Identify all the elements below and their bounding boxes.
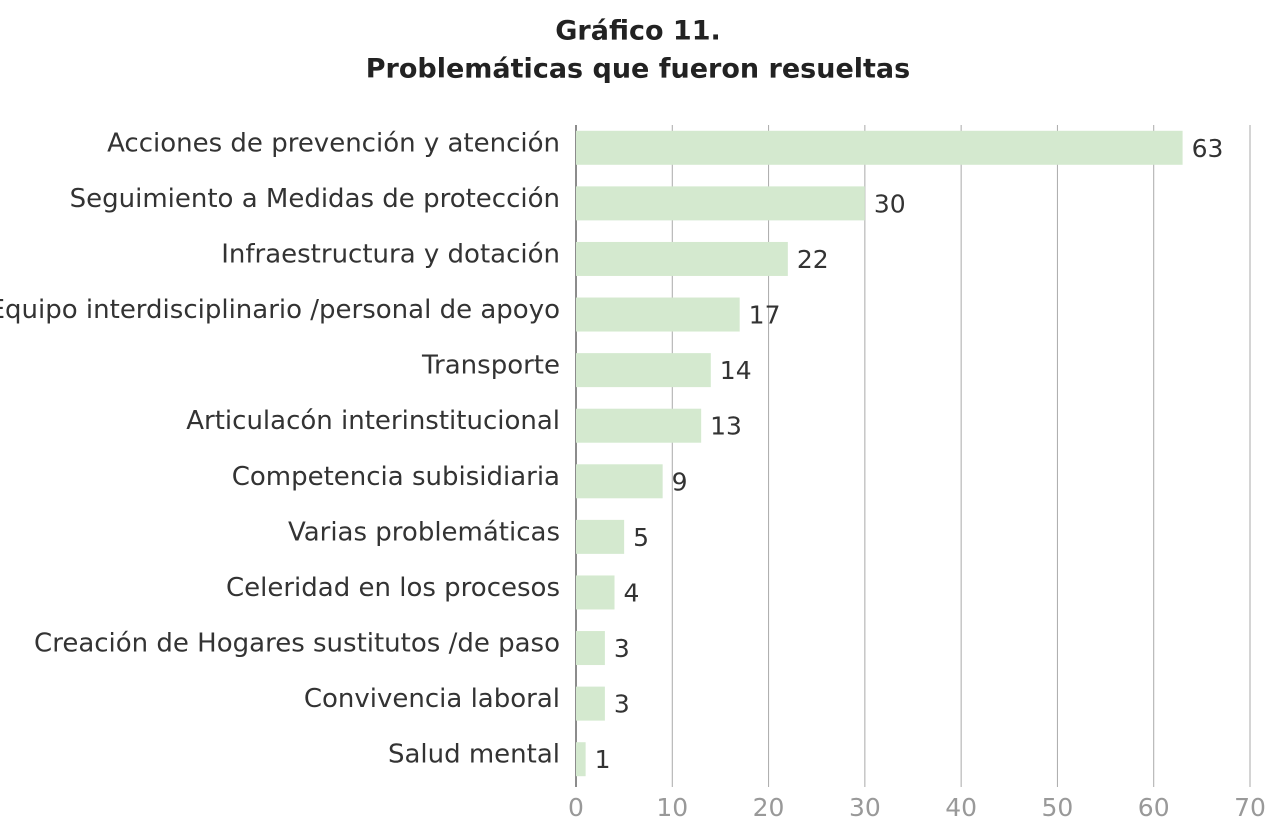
bar [576, 353, 711, 388]
value-label: 30 [874, 189, 906, 218]
bar [576, 686, 605, 721]
y-tick-label: Celeridad en los procesos [226, 573, 560, 603]
x-tick-label: 70 [1234, 793, 1266, 820]
y-tick-label: Transporte [421, 351, 560, 381]
bar [576, 631, 605, 666]
value-label: 3 [614, 634, 630, 663]
x-tick-label: 10 [656, 793, 688, 820]
bar [576, 519, 625, 554]
y-tick-label: Articulacón interinstitucional [186, 406, 560, 436]
value-label: 63 [1192, 134, 1224, 163]
value-label: 4 [624, 578, 640, 607]
bar [576, 575, 615, 610]
y-tick-label: Creación de Hogares sustitutos /de paso [34, 629, 560, 659]
x-tick-label: 40 [945, 793, 977, 820]
value-label: 13 [710, 412, 742, 441]
y-tick-label: Seguimiento a Medidas de protección [70, 184, 560, 214]
x-tick-label: 50 [1042, 793, 1074, 820]
bar [576, 408, 702, 443]
y-tick-label: Convivencia laboral [304, 684, 560, 714]
bar [576, 130, 1183, 165]
x-tick-label: 30 [849, 793, 881, 820]
x-tick-label: 20 [753, 793, 785, 820]
bar [576, 186, 865, 221]
y-tick-label: Competencia subisidiaria [232, 462, 560, 492]
chart-title: Gráfico 11. [555, 16, 721, 47]
value-label: 5 [633, 523, 649, 552]
bar [576, 742, 586, 777]
y-tick-label: Acciones de prevención y atención [107, 128, 560, 158]
value-label: 9 [672, 467, 688, 496]
y-tick-label: Equipo interdisciplinario /personal de a… [0, 295, 560, 325]
value-label: 1 [595, 745, 611, 774]
x-tick-label: 60 [1138, 793, 1170, 820]
bar [576, 241, 788, 276]
bar [576, 297, 740, 332]
value-label: 17 [749, 301, 781, 330]
y-tick-label: Infraestructura y dotación [221, 239, 560, 269]
y-tick-label: Salud mental [388, 740, 560, 770]
x-tick-label: 0 [568, 793, 584, 820]
value-label: 14 [720, 356, 752, 385]
chart-subtitle: Problemáticas que fueron resueltas [366, 54, 910, 85]
value-label: 22 [797, 245, 829, 274]
bar [576, 464, 663, 499]
value-label: 3 [614, 690, 630, 719]
y-tick-label: Varias problemáticas [288, 517, 560, 547]
